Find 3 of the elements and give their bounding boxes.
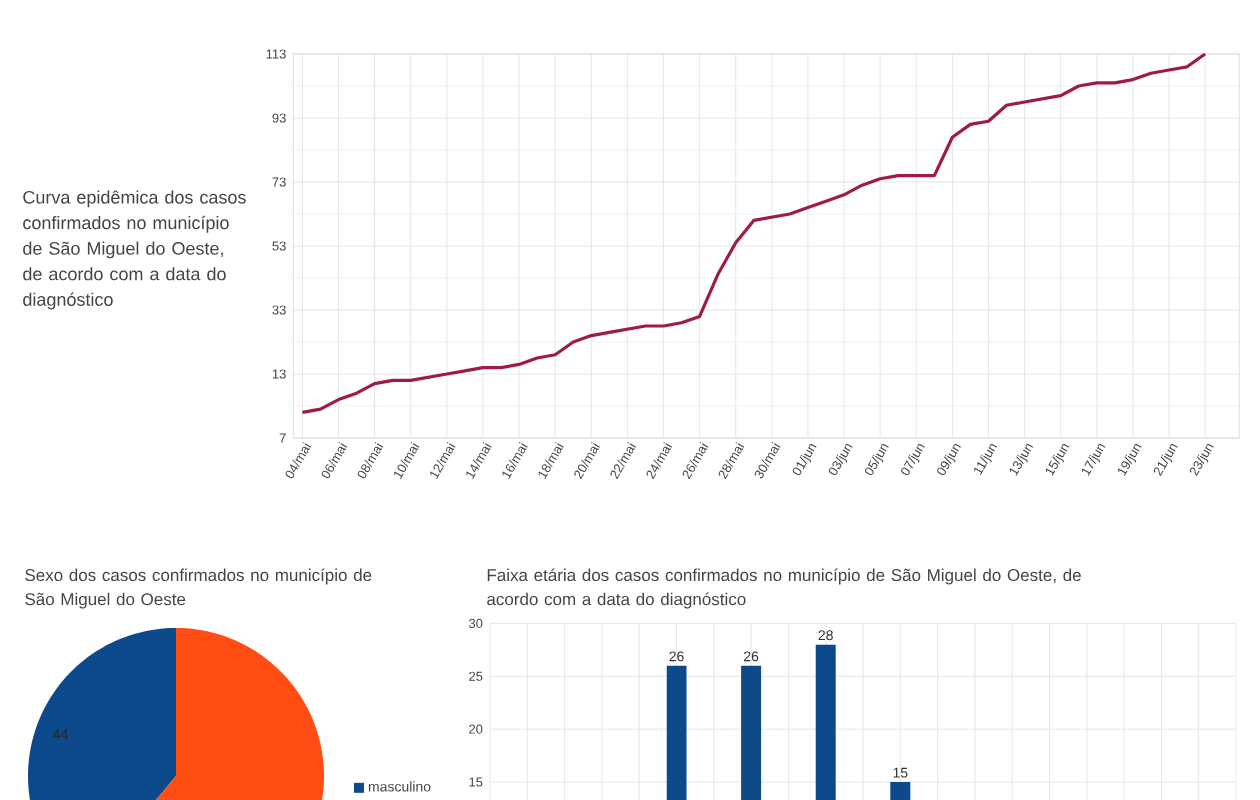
chart-title: Sexo dos casos confirmados no município de São Miguel do Oeste [25, 568, 372, 609]
text: Curva epidêmica dos casos confirmados no município de São Miguel do Oeste, de acordo com a data do diagnóstico [23, 190, 246, 310]
chart-title: Faixa etária dos casos confirmados no município de São Miguel do Oeste, de acordo com a data do diagnóstico [487, 568, 1081, 609]
